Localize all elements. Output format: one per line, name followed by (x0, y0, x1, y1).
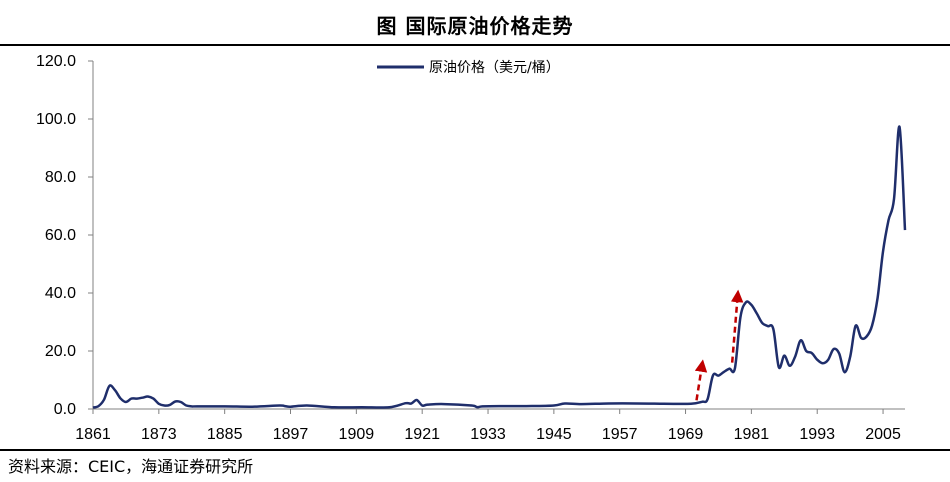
series-line-oil-price (92, 125, 907, 409)
x-tick-label: 1873 (141, 426, 177, 443)
x-tick-label: 1981 (734, 426, 770, 443)
x-tick-label: 1861 (75, 426, 111, 443)
legend-label: 原油价格（美元/桶） (429, 60, 560, 76)
y-tick-label: 0.0 (54, 401, 76, 418)
x-tick-label: 2005 (865, 426, 901, 443)
y-tick-label: 60.0 (45, 227, 76, 244)
x-tick-label: 1921 (404, 426, 440, 443)
title-divider (0, 44, 950, 46)
y-tick-label: 40.0 (45, 285, 76, 302)
x-tick-label: 1933 (470, 426, 506, 443)
page-title: 图 国际原油价格走势 (376, 14, 574, 38)
x-tick-label: 1945 (536, 426, 572, 443)
y-tick-label: 80.0 (45, 169, 76, 186)
footer-divider (0, 449, 950, 451)
x-tick-label: 1897 (273, 426, 309, 443)
y-tick-label: 120.0 (36, 53, 76, 70)
x-tick-label: 1969 (668, 426, 704, 443)
x-tick-label: 1885 (207, 426, 243, 443)
trend-arrow-2 (730, 289, 744, 363)
x-tick-label: 1993 (799, 426, 835, 443)
y-tick-label: 20.0 (45, 343, 76, 360)
x-tick-label: 1957 (602, 426, 638, 443)
x-tick-label: 1909 (339, 426, 375, 443)
trend-arrow-1 (694, 359, 708, 401)
source-note: 资料来源：CEIC，海通证券研究所 (8, 457, 254, 476)
y-tick-label: 100.0 (36, 111, 76, 128)
